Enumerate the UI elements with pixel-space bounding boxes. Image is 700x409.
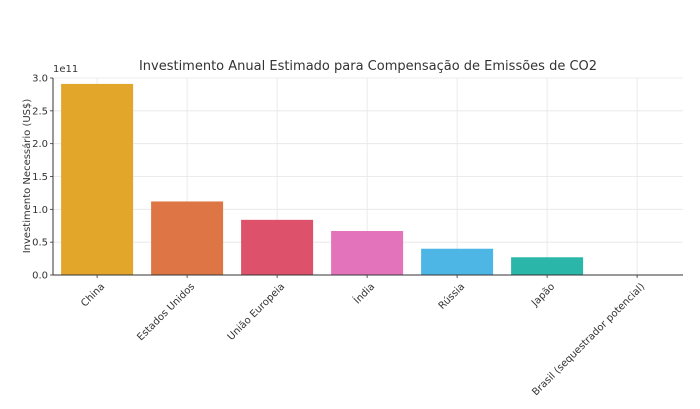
bar-jap-o bbox=[511, 257, 584, 275]
bars bbox=[61, 83, 584, 275]
y-tick-label: 2.5 bbox=[32, 106, 48, 117]
y-offset-label: 1e11 bbox=[53, 64, 78, 75]
x-tick-label: Japão bbox=[529, 281, 557, 309]
bar-r-ssia bbox=[421, 248, 494, 275]
x-tick-label: Estados Unidos bbox=[135, 281, 197, 343]
bar-uni-o-europeia bbox=[241, 219, 314, 275]
chart-title: Investimento Anual Estimado para Compens… bbox=[139, 59, 597, 74]
y-tick-label: 0.5 bbox=[32, 238, 48, 249]
x-tick-label: Rússia bbox=[436, 281, 467, 312]
x-tick-label: União Europeia bbox=[226, 281, 287, 342]
y-tick-label: 1.0 bbox=[32, 205, 48, 216]
y-tick-label: 0.0 bbox=[32, 271, 48, 282]
bar-china bbox=[61, 83, 134, 275]
x-tick-label: Índia bbox=[351, 280, 378, 307]
x-tick-label: China bbox=[79, 281, 107, 309]
y-tick-label: 1.5 bbox=[32, 172, 48, 183]
y-tick-label: 3.0 bbox=[32, 74, 48, 85]
x-ticks: China Estados Unidos União Europeia Índia Rú… bbox=[79, 275, 647, 398]
x-tick-label: Brasil (sequestrador potencial) bbox=[530, 281, 647, 398]
bar--ndia bbox=[331, 231, 404, 275]
bar-estados-unidos bbox=[151, 201, 224, 275]
y-tick-label: 2.0 bbox=[32, 139, 48, 150]
y-axis-label: Investimento Necessário (US$) bbox=[21, 99, 33, 254]
y-ticks: 0.0 0.5 1.0 1.5 2.0 2.5 3.0 bbox=[32, 74, 53, 282]
